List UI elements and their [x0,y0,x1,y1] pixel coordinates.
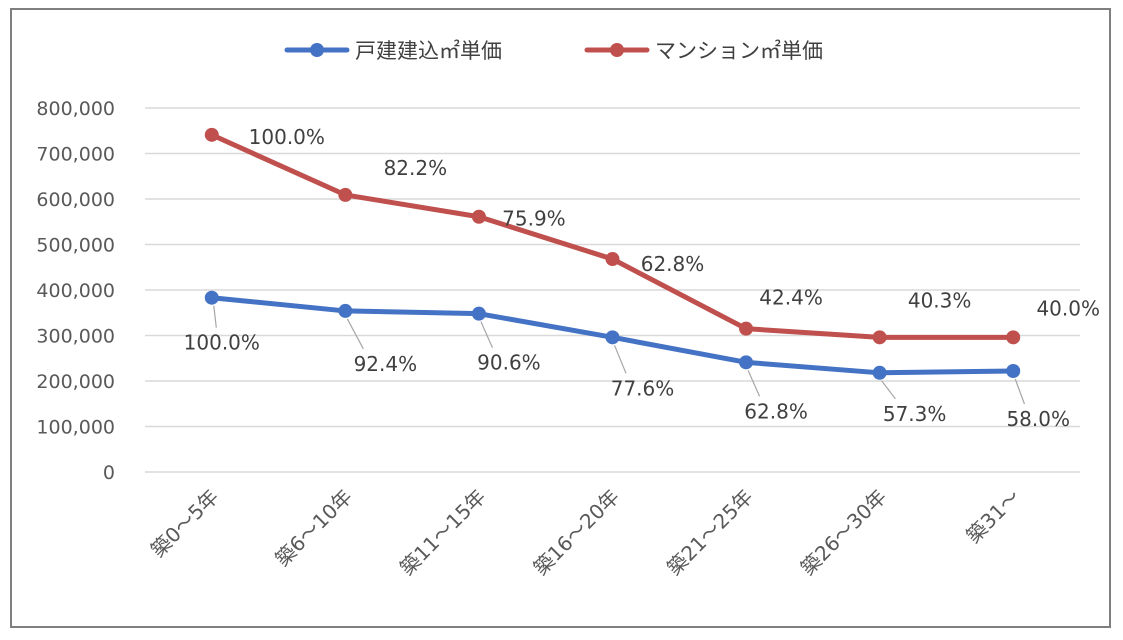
y-axis: 0 100,000 200,000 300,000 400,000 500,000 600,… [36,98,115,484]
x-tick-label: 築11～15年 [395,485,490,580]
y-tick-label: 500,000 [36,235,115,257]
x-tick-label: 築26～30年 [796,485,891,580]
y-tick-label: 300,000 [36,326,115,348]
leader-line [881,380,896,400]
legend-swatch-marker [610,43,624,57]
series-group [204,127,1021,380]
data-label: 82.2% [384,156,448,180]
data-label: 40.3% [908,288,972,312]
x-tick-label: 築6～10年 [270,485,356,571]
legend-label: 戸建建込㎡単価 [355,39,502,63]
leader-lines [213,305,1026,405]
data-label: 100.0% [184,331,260,355]
y-tick-label: 800,000 [36,98,115,120]
data-point [1006,363,1021,378]
y-tick-label: 600,000 [36,189,115,211]
data-point [471,209,486,224]
data-point [605,252,620,267]
data-label: 58.0% [1006,407,1070,431]
data-point [471,306,486,321]
data-labels: 100.0% 92.4% 90.6% 77.6% 62.8% 57.3% 58.0% 100.… [184,125,1100,431]
data-point [605,330,620,345]
data-point [1006,330,1021,345]
legend: 戸建建込㎡単価 マンション㎡単価 [284,39,823,63]
data-point [739,355,754,370]
data-label: 77.6% [611,376,675,400]
data-point [872,330,887,345]
data-label: 75.9% [502,207,566,231]
leader-line [480,321,493,348]
data-point [872,365,887,380]
leader-line [747,370,761,397]
series-line [209,132,1016,340]
data-point [204,290,219,305]
data-label: 90.6% [477,351,541,375]
y-tick-label: 200,000 [36,371,115,393]
data-point [204,127,219,142]
legend-label: マンション㎡単価 [655,39,823,63]
x-axis: 築0～5年 築6～10年 築11～15年 築16～20年 築21～25年 築26～30年 築… [146,485,1025,580]
data-label: 42.4% [759,286,823,310]
data-label: 57.3% [883,402,947,426]
data-label: 100.0% [249,125,325,149]
data-label: 62.8% [744,399,808,423]
y-tick-label: 400,000 [36,280,115,302]
x-tick-label: 築16～20年 [529,485,624,580]
data-point [338,187,353,202]
data-label: 92.4% [354,352,418,376]
leader-line [346,318,364,350]
x-tick-label: 築31～ [961,485,1024,548]
x-tick-label: 築0～5年 [146,485,223,562]
data-point [739,321,754,336]
chart-frame [10,8,1111,628]
data-label: 62.8% [641,252,705,276]
y-tick-label: 100,000 [36,417,115,439]
y-tick-label: 0 [103,462,115,484]
legend-swatch-marker [310,43,324,57]
data-point [338,303,353,318]
y-tick-label: 700,000 [36,144,115,166]
x-tick-label: 築21～25年 [662,485,757,580]
data-label: 40.0% [1036,296,1100,320]
leader-line [213,305,217,328]
leader-line [1014,378,1026,405]
leader-line [613,345,627,374]
